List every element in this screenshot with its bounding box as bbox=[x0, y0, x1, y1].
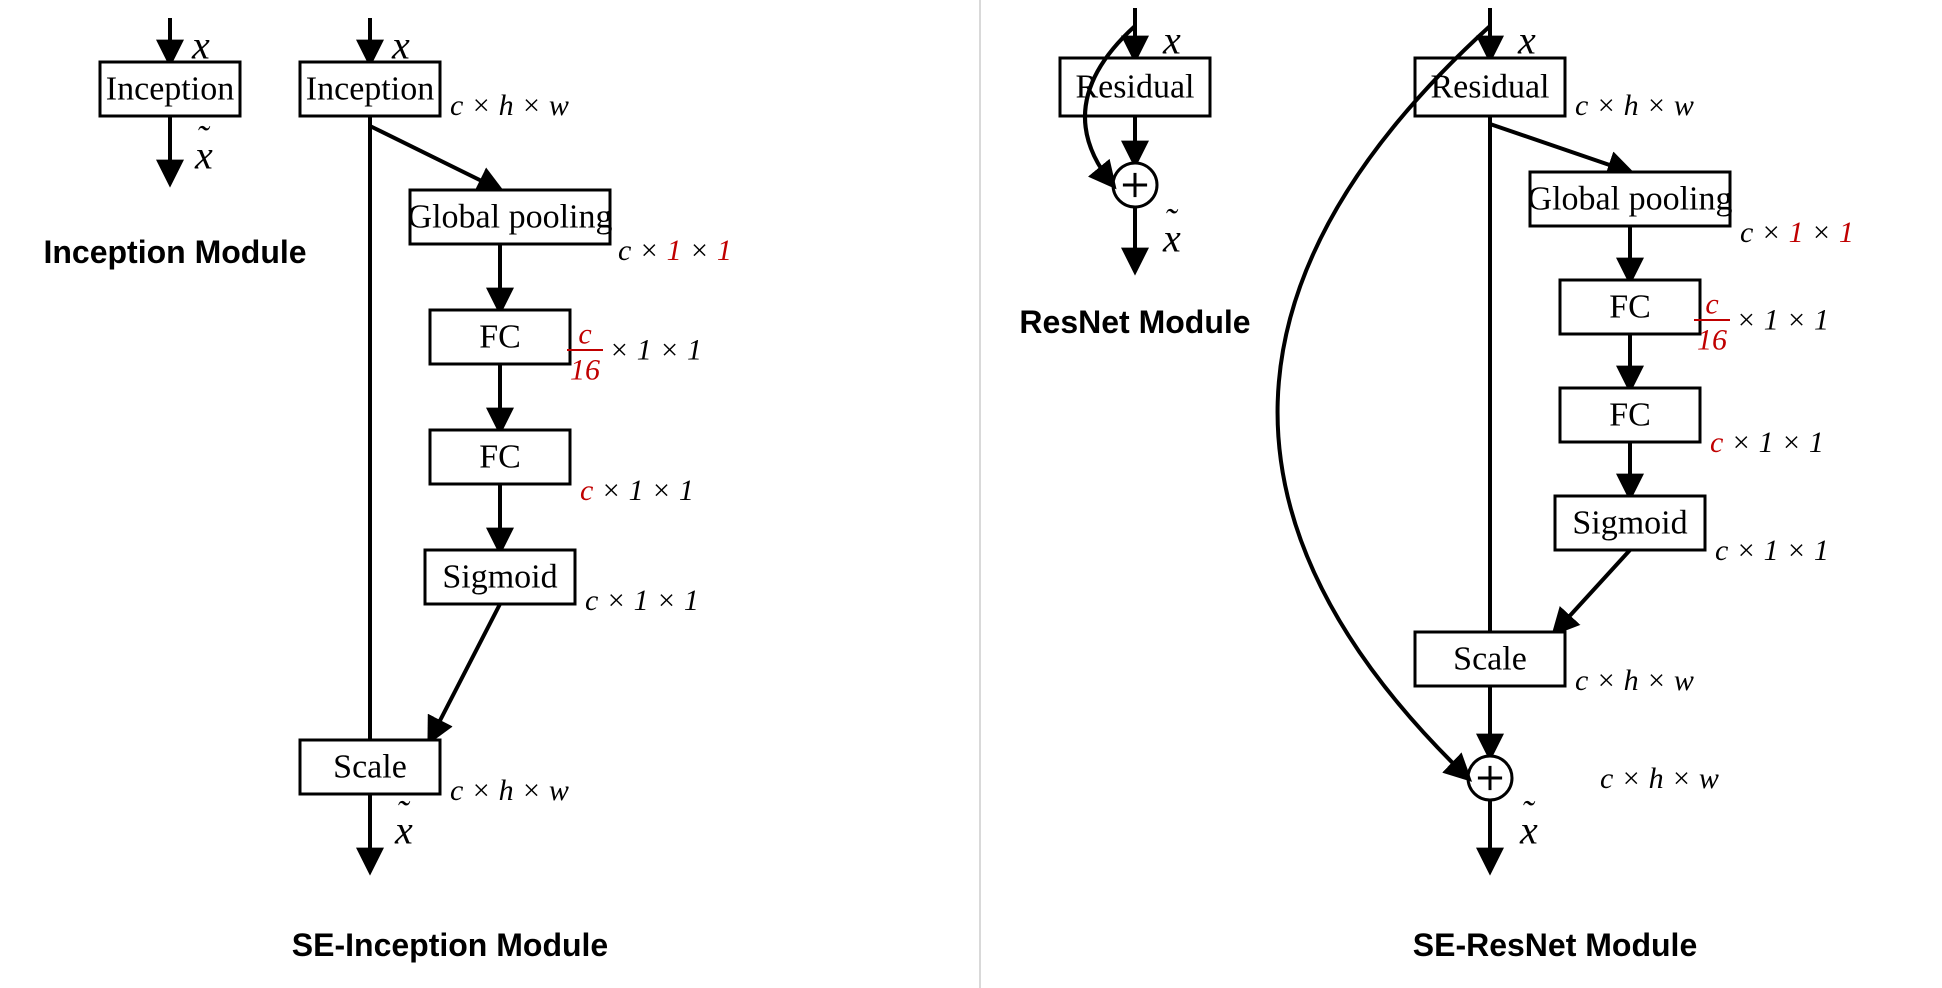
right-se-title: SE-ResNet Module bbox=[1413, 927, 1697, 963]
left-se-dim-fc1-tail: × 1 × 1 bbox=[609, 334, 702, 367]
right-se-fc2-node-label: FC bbox=[1609, 397, 1651, 434]
left-se-dim-scale: c × h × w bbox=[450, 774, 569, 807]
left-se-dim-gp: c × 1 × 1 bbox=[618, 234, 732, 267]
right-se-dim-scale: c × h × w bbox=[1575, 664, 1694, 697]
right-se-input-var: x bbox=[1517, 18, 1536, 63]
left-se-dim-inception: c × h × w bbox=[450, 89, 569, 122]
right-se-arrow-sig-scale bbox=[1555, 550, 1630, 632]
right-se-branch-to-gp bbox=[1490, 124, 1630, 172]
right-plain-residual-node-label: Residual bbox=[1076, 69, 1195, 106]
right-plain-title: ResNet Module bbox=[1019, 304, 1250, 340]
left-se-dim-fc1-den: 16 bbox=[570, 354, 600, 387]
left-se-sigmoid-node-label: Sigmoid bbox=[442, 559, 557, 596]
left-se-gp-node-label: Global pooling bbox=[408, 199, 613, 236]
left-se-dim-fc2: c × 1 × 1 bbox=[580, 474, 694, 507]
right-se-dim-fc1-den: 16 bbox=[1697, 324, 1727, 357]
right-se-dim-gp: c × 1 × 1 bbox=[1740, 216, 1854, 249]
right-se-dim-sig: c × 1 × 1 bbox=[1715, 534, 1829, 567]
right-se-dim-plus: c × h × w bbox=[1600, 762, 1719, 795]
right-se-dim-fc1-tail: × 1 × 1 bbox=[1736, 304, 1829, 337]
right-se-residual-node-label: Residual bbox=[1431, 69, 1550, 106]
left-se-dim-fc1-num: c bbox=[578, 318, 591, 351]
left-se-dim-sig: c × 1 × 1 bbox=[585, 584, 699, 617]
left-plain-inception-node-label: Inception bbox=[106, 71, 234, 108]
right-plain-input-var: x bbox=[1162, 18, 1181, 63]
right-se-gp-node-label: Global pooling bbox=[1528, 181, 1733, 218]
left-se-branch-to-gp bbox=[370, 126, 500, 190]
right-se-sigmoid-node-label: Sigmoid bbox=[1572, 505, 1687, 542]
right-se-dim-fc1-num: c bbox=[1705, 288, 1718, 321]
left-se-fc1-node-label: FC bbox=[479, 319, 521, 356]
left-se-inception-node-label: Inception bbox=[306, 71, 434, 108]
right-se-scale-node-label: Scale bbox=[1453, 641, 1527, 678]
left-se-title: SE-Inception Module bbox=[292, 927, 608, 963]
right-se-dim-fc2: c × 1 × 1 bbox=[1710, 426, 1824, 459]
left-se-arrow-sig-scale bbox=[430, 604, 500, 740]
left-plain-title: Inception Module bbox=[43, 234, 306, 270]
right-se-dim-residual: c × h × w bbox=[1575, 89, 1694, 122]
right-se-fc1-node-label: FC bbox=[1609, 289, 1651, 326]
left-se-scale-node-label: Scale bbox=[333, 749, 407, 786]
left-se-fc2-node-label: FC bbox=[479, 439, 521, 476]
